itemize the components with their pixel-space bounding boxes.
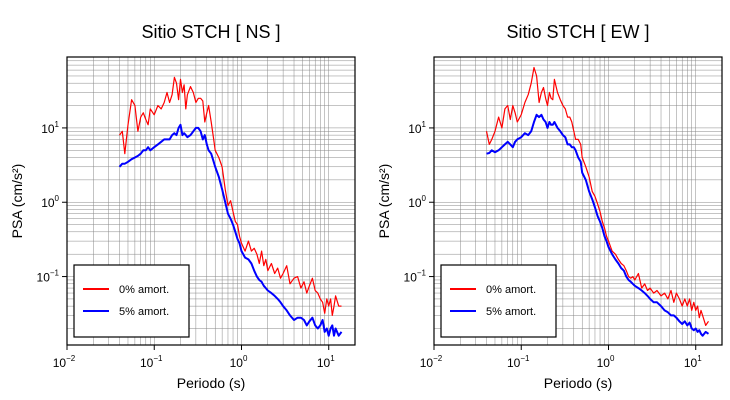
x-tick-exponent: 1 [697, 354, 702, 363]
y-tick-base: 10 [404, 271, 418, 285]
x-axis-label: Periodo (s) [544, 375, 612, 391]
y-tick-exponent: 1 [422, 120, 427, 129]
x-tick-label: 101 [317, 354, 335, 370]
y-tick-label: 10−1 [37, 269, 60, 285]
y-tick-exponent: 1 [55, 120, 60, 129]
y-tick-label: 101 [408, 120, 426, 136]
legend: 0% amort. 5% amort. [73, 264, 190, 338]
x-tick-label: 100 [597, 354, 615, 370]
x-tick-label: 10−1 [140, 354, 163, 370]
x-tick-base: 10 [140, 356, 154, 370]
x-tick-exponent: −1 [520, 354, 530, 363]
y-tick-label: 101 [41, 120, 59, 136]
x-tick-base: 10 [684, 356, 698, 370]
y-tick-base: 10 [37, 271, 51, 285]
y-tick-label: 100 [408, 194, 426, 210]
y-tick-label: 10−1 [404, 269, 427, 285]
x-tick-base: 10 [507, 356, 521, 370]
y-axis-label: PSA (cm/s²) [9, 164, 25, 239]
x-axis-label: Periodo (s) [177, 375, 245, 391]
y-axis-label: PSA (cm/s²) [376, 164, 392, 239]
x-tick-label: 101 [684, 354, 702, 370]
legend-label: 0% amort. [119, 284, 169, 296]
x-tick-exponent: −2 [433, 354, 443, 363]
y-tick-exponent: 0 [55, 194, 60, 203]
x-tick-base: 10 [420, 356, 434, 370]
legend-box [73, 264, 190, 338]
x-tick-exponent: 0 [610, 354, 615, 363]
plot-frame [66, 56, 356, 346]
x-tick-label: 100 [230, 354, 248, 370]
y-tick-base: 10 [408, 196, 422, 210]
series-line-undamped [485, 66, 709, 326]
y-tick-base: 10 [408, 122, 422, 136]
y-tick-base: 10 [41, 196, 55, 210]
series-line-damped [486, 113, 710, 337]
x-tick-exponent: 1 [330, 354, 335, 363]
y-tick-exponent: −1 [417, 269, 427, 278]
chart-title: Sitio STCH [ NS ] [141, 22, 280, 42]
legend-box [440, 264, 557, 338]
x-tick-base: 10 [317, 356, 331, 370]
plot-frame [433, 56, 723, 346]
x-tick-label: 10−2 [53, 354, 76, 370]
x-tick-exponent: −2 [66, 354, 76, 363]
x-tick-label: 10−1 [507, 354, 530, 370]
legend-label: 0% amort. [486, 284, 536, 296]
x-tick-base: 10 [230, 356, 244, 370]
x-tick-label: 10−2 [420, 354, 443, 370]
series-line-damped [118, 123, 343, 337]
x-tick-exponent: 0 [243, 354, 248, 363]
legend-label: 5% amort. [119, 306, 169, 318]
legend: 0% amort. 5% amort. [440, 264, 557, 338]
legend-label: 5% amort. [486, 306, 536, 318]
y-tick-label: 100 [41, 194, 59, 210]
y-tick-base: 10 [41, 122, 55, 136]
y-tick-exponent: −1 [50, 269, 60, 278]
chart-title: Sitio STCH [ EW ] [506, 22, 649, 42]
x-tick-exponent: −1 [153, 354, 163, 363]
series-line-undamped [119, 76, 342, 316]
y-tick-exponent: 0 [422, 194, 427, 203]
x-tick-base: 10 [597, 356, 611, 370]
x-tick-base: 10 [53, 356, 67, 370]
